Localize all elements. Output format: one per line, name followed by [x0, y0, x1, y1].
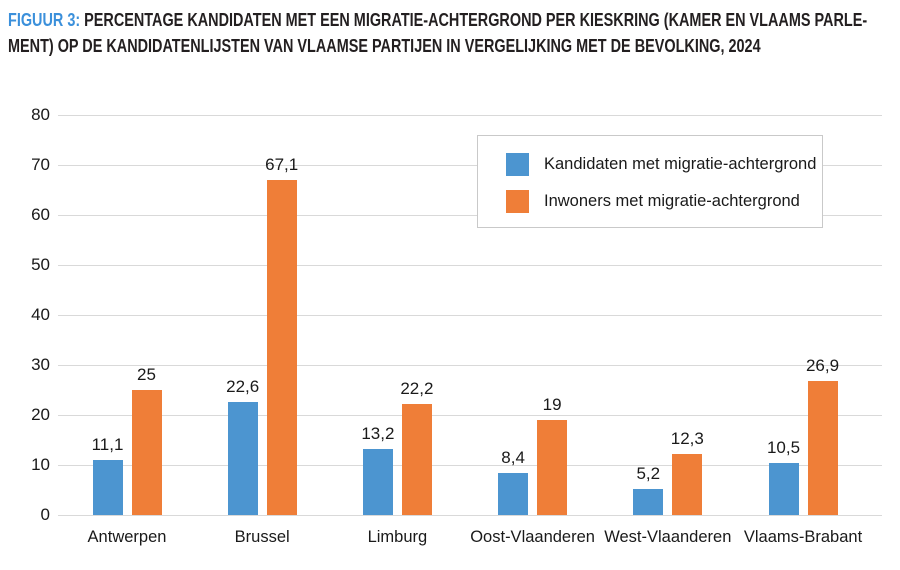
chart-legend: Kandidaten met migratie-achtergrond Inwon…	[477, 135, 823, 228]
gridline	[58, 315, 882, 316]
figure-title-line1: PERCENTAGE KANDIDATEN MET EEN MIGRATIE-A…	[80, 9, 868, 30]
bar-value-label: 8,4	[501, 448, 525, 467]
x-axis-category-label: West-Vlaanderen	[604, 528, 732, 546]
y-axis-tick-label: 60	[31, 205, 50, 224]
gridline	[58, 265, 882, 266]
x-axis-category-label: Oost-Vlaanderen	[470, 528, 595, 546]
legend-swatch-icon	[506, 189, 529, 213]
bar-value-label: 22,2	[400, 379, 434, 398]
bar-kandidaten	[633, 489, 664, 515]
bar-value-label: 26,9	[805, 355, 840, 375]
y-axis-tick-label: 50	[31, 255, 50, 274]
legend-item-inwoners: Inwoners met migratie-achtergrond	[506, 187, 822, 215]
bar-value-label: 5,2	[636, 464, 661, 483]
bar-kandidaten	[227, 402, 258, 515]
bar-inwoners	[131, 390, 162, 515]
figure-number-label: FIGUUR 3:	[8, 9, 81, 30]
bar-value-label: 25	[137, 365, 156, 384]
bar-inwoners	[401, 404, 432, 515]
legend-item-kandidaten: Kandidaten met migratie-achtergrond	[506, 150, 822, 178]
y-axis-tick-label: 20	[31, 405, 50, 424]
bar-value-label: 67,1	[265, 154, 299, 174]
gridline	[58, 115, 882, 116]
gridline	[58, 365, 882, 366]
y-axis-tick-label: 0	[40, 505, 50, 524]
bar-kandidaten	[362, 449, 393, 515]
gridline	[58, 215, 882, 216]
bar-value-label: 19	[542, 395, 562, 414]
y-axis-tick-label: 40	[31, 305, 50, 324]
bar-inwoners	[266, 179, 297, 515]
bar-kandidaten	[498, 473, 529, 515]
bar-inwoners	[807, 380, 838, 515]
bar-kandidaten	[92, 459, 123, 515]
y-axis-tick-label: 10	[31, 455, 50, 474]
gridline	[58, 165, 882, 166]
bar-value-label: 12,3	[670, 428, 704, 448]
legend-label: Inwoners met migratie-achtergrond	[544, 192, 800, 210]
bar-kandidaten	[768, 462, 799, 515]
gridline	[58, 515, 882, 516]
bar-inwoners	[672, 453, 703, 515]
bar-inwoners	[537, 420, 568, 515]
bar-value-label: 22,6	[226, 377, 260, 396]
bar-value-label: 11,1	[91, 434, 124, 454]
x-axis-category-label: Limburg	[367, 528, 428, 546]
y-axis-tick-label: 30	[31, 355, 50, 374]
bar-value-label: 10,5	[766, 437, 801, 457]
y-axis-tick-label: 80	[31, 105, 50, 124]
figure-title: FIGUUR 3: PERCENTAGE KANDIDATEN MET EEN …	[8, 7, 900, 59]
x-axis-category-label: Antwerpen	[87, 528, 167, 546]
x-axis-category-label: Vlaams-Brabant	[743, 528, 863, 546]
legend-swatch-icon	[506, 152, 529, 176]
figure-title-line2: MENT) OP DE KANDIDATENLIJSTEN VAN VLAAMS…	[8, 35, 761, 56]
x-axis-category-label: Brussel	[234, 528, 290, 546]
bar-value-label: 13,2	[361, 424, 395, 443]
legend-label: Kandidaten met migratie-achtergrond	[544, 155, 817, 173]
gridline	[58, 415, 882, 416]
y-axis-tick-label: 70	[31, 155, 50, 174]
gridline	[58, 465, 882, 466]
